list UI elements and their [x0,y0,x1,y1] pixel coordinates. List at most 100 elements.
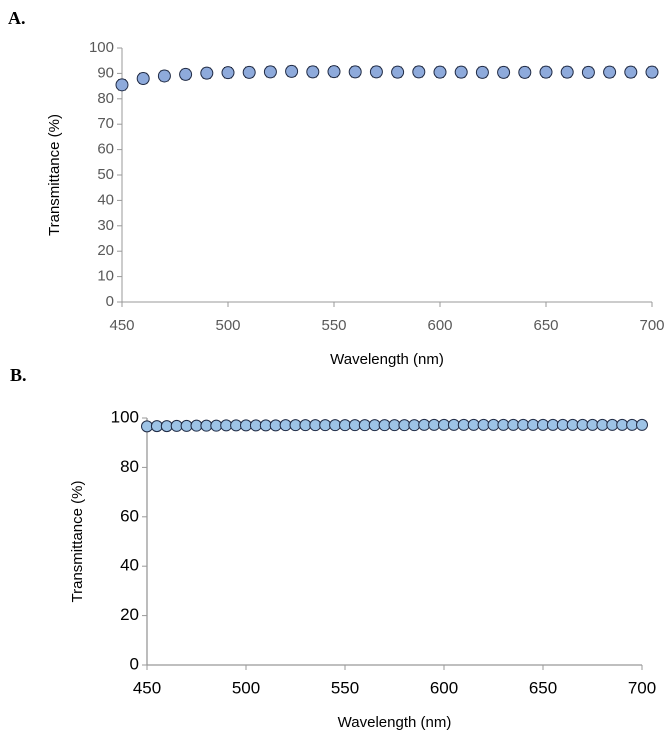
point [539,65,553,79]
point [150,420,163,433]
point [581,65,595,79]
point [378,419,391,432]
point [497,418,510,431]
point [546,418,559,431]
point [497,65,511,79]
point [179,67,193,81]
point [279,419,292,432]
point [388,419,401,432]
point [626,418,639,431]
point [391,65,405,79]
point [115,78,129,92]
y-tick-label: 60 [97,141,114,158]
point [475,65,489,79]
point [263,65,277,79]
point [210,419,223,432]
y-tick-label: 60 [120,506,139,525]
y-tick-label: 80 [97,90,114,107]
point [242,65,256,79]
point [339,419,351,432]
point [560,65,574,79]
point [200,419,213,432]
y-tick-label: 70 [97,115,114,132]
point [616,418,629,431]
point [477,418,490,431]
point [170,419,183,432]
point [537,418,549,431]
point [299,419,312,432]
y-tick-label: 80 [120,457,139,476]
point [576,418,589,431]
point [327,65,341,79]
panel-label: A. [8,8,26,28]
point [329,419,342,432]
point [368,419,381,432]
point [487,418,500,431]
point [230,419,243,432]
point [556,418,569,431]
point [289,419,302,432]
point [428,418,441,431]
point [220,419,233,432]
point [645,65,659,79]
point [433,65,447,79]
y-tick-label: 100 [111,407,139,426]
point [438,418,450,431]
point [624,65,638,79]
panel-label: B. [10,365,27,385]
point [141,420,153,433]
x-tick-label: 450 [109,317,134,334]
x-tick-label: 550 [331,678,359,697]
point [606,418,619,431]
x-tick-label: 450 [133,678,161,697]
point [190,419,203,432]
x-tick-label: 600 [427,317,452,334]
point [157,69,171,83]
point [418,418,431,431]
y-tick-label: 50 [97,166,114,183]
x-tick-label: 650 [529,678,557,697]
x-tick-label: 700 [639,317,664,334]
y-tick-label: 10 [97,268,114,285]
point [180,419,193,432]
point [240,419,252,432]
point [398,419,411,432]
point [136,71,150,85]
point [527,418,540,431]
x-tick-label: 550 [321,317,346,334]
point [221,66,235,80]
point [507,418,520,431]
point [285,64,299,78]
y-axis-title: Transmittance (%) [69,481,86,603]
y-tick-label: 0 [106,293,114,310]
point [596,418,609,431]
x-tick-label: 500 [215,317,240,334]
point [269,419,282,432]
point [348,65,362,79]
y-tick-label: 20 [120,605,139,624]
point [259,419,272,432]
y-tick-label: 0 [130,654,139,673]
point [454,65,468,79]
y-tick-label: 30 [97,217,114,234]
y-tick-label: 40 [120,556,139,575]
point [200,66,214,80]
x-tick-label: 600 [430,678,458,697]
point [457,418,470,431]
point [566,418,579,431]
point [586,418,599,431]
point [369,65,383,79]
x-axis-title: Wavelength (nm) [330,351,444,368]
y-axis-title: Transmittance (%) [46,114,63,236]
y-tick-label: 90 [97,64,114,81]
point [306,65,320,79]
point [517,418,530,431]
point [348,419,361,432]
x-tick-label: 500 [232,678,260,697]
y-tick-label: 20 [97,242,114,259]
x-tick-label: 650 [533,317,558,334]
point [319,419,332,432]
point [358,419,371,432]
y-tick-label: 100 [89,39,114,56]
